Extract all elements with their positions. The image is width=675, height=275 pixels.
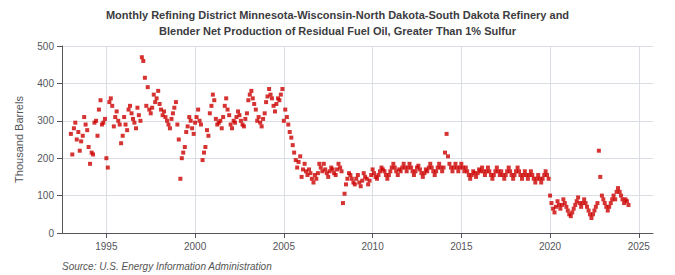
svg-text:Blender Net Production of Resi: Blender Net Production of Residual Fuel …	[159, 25, 517, 37]
svg-text:2005: 2005	[273, 241, 296, 252]
svg-text:400: 400	[37, 78, 54, 89]
svg-text:0: 0	[48, 228, 54, 239]
svg-text:Source: U.S. Energy Informatio: Source: U.S. Energy Information Administ…	[62, 261, 272, 272]
svg-text:300: 300	[37, 115, 54, 126]
svg-text:2010: 2010	[361, 241, 384, 252]
svg-text:2025: 2025	[628, 241, 651, 252]
svg-text:100: 100	[37, 190, 54, 201]
svg-text:1995: 1995	[95, 241, 118, 252]
svg-text:2015: 2015	[450, 241, 473, 252]
svg-text:200: 200	[37, 153, 54, 164]
svg-text:2000: 2000	[184, 241, 207, 252]
svg-text:Thousand Barrels: Thousand Barrels	[13, 96, 25, 183]
svg-text:Monthly Refining District Minn: Monthly Refining District Minnesota-Wisc…	[106, 9, 569, 21]
svg-text:2020: 2020	[539, 241, 562, 252]
svg-text:500: 500	[37, 41, 54, 52]
